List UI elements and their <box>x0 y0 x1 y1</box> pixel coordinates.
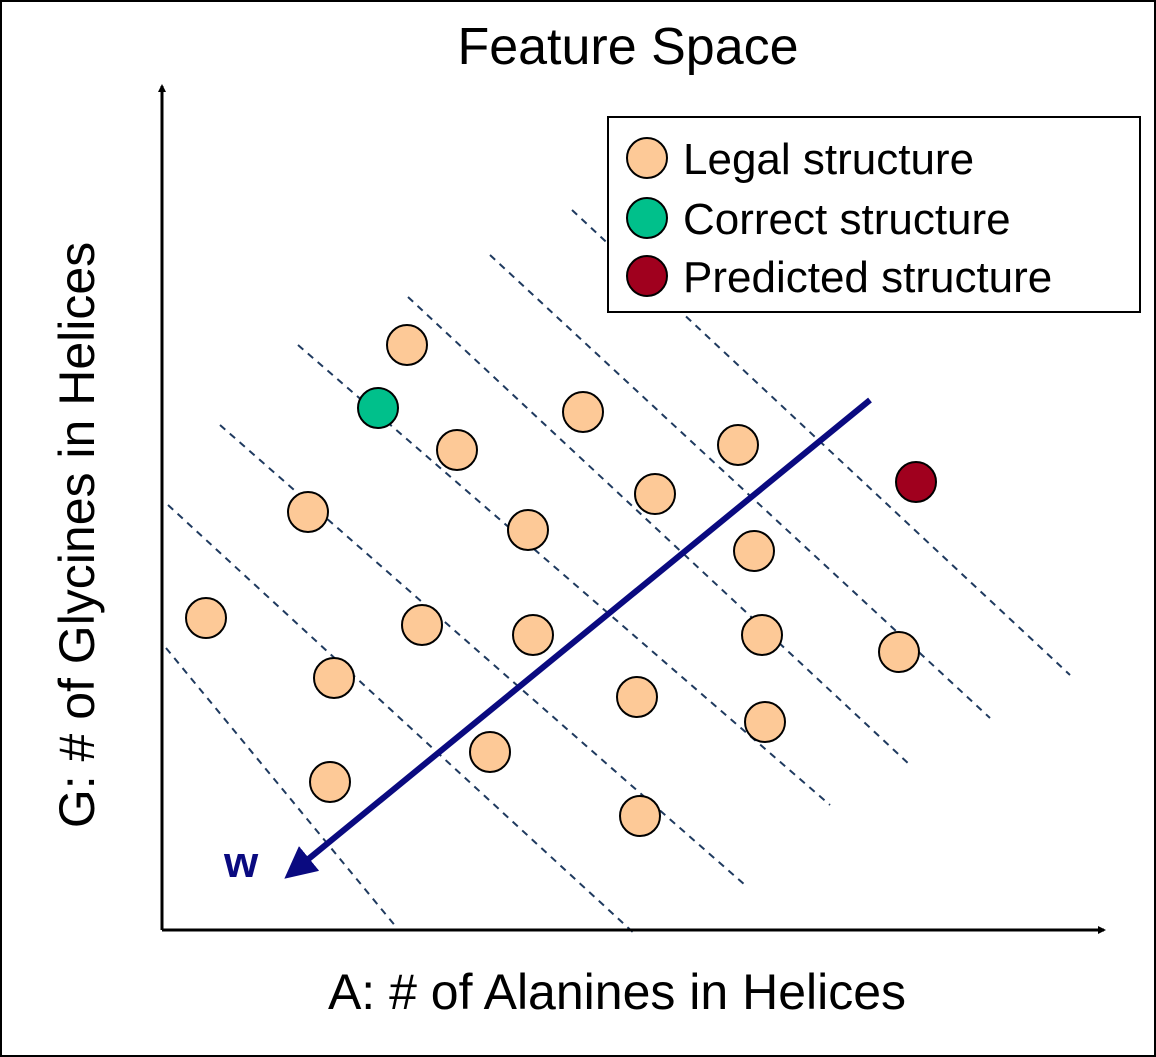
w-vector <box>284 397 872 879</box>
title: Feature Space <box>457 18 798 76</box>
legal-point <box>469 731 511 773</box>
legal-point <box>507 509 549 551</box>
legend-label: Predicted structure <box>683 253 1052 302</box>
dashed-line <box>167 504 637 936</box>
legend-swatch <box>626 255 668 297</box>
points <box>185 324 937 837</box>
legal-point <box>401 604 443 646</box>
legend-swatch <box>626 137 668 179</box>
legend-label: Legal structure <box>683 135 974 184</box>
legal-point <box>309 761 351 803</box>
legal-point <box>634 473 676 515</box>
legend-label: Correct structure <box>683 195 1011 244</box>
x-axis-label: A: # of Alanines in Helices <box>328 964 906 1020</box>
predicted-point <box>895 461 937 503</box>
legend: Legal structure Correct structure Predic… <box>607 116 1141 313</box>
legal-point <box>717 424 759 466</box>
legal-point <box>741 614 783 656</box>
legal-point <box>562 391 604 433</box>
correct-point <box>357 387 399 429</box>
legal-point <box>512 614 554 656</box>
legal-point <box>744 701 786 743</box>
legal-point <box>878 631 920 673</box>
vector-label: w <box>223 838 259 887</box>
legal-point <box>619 795 661 837</box>
legal-point <box>733 530 775 572</box>
legal-point <box>287 491 329 533</box>
y-axis-label: G: # of Glycines in Helices <box>49 242 105 828</box>
legal-point <box>436 429 478 471</box>
legal-point <box>386 324 428 366</box>
dashed-line <box>489 254 991 719</box>
legal-point <box>616 676 658 718</box>
dashed-line <box>165 647 398 929</box>
legal-point <box>313 657 355 699</box>
legend-swatch <box>626 197 668 239</box>
dashed-line <box>407 296 911 766</box>
legal-point <box>185 597 227 639</box>
legend-box <box>607 116 1141 313</box>
